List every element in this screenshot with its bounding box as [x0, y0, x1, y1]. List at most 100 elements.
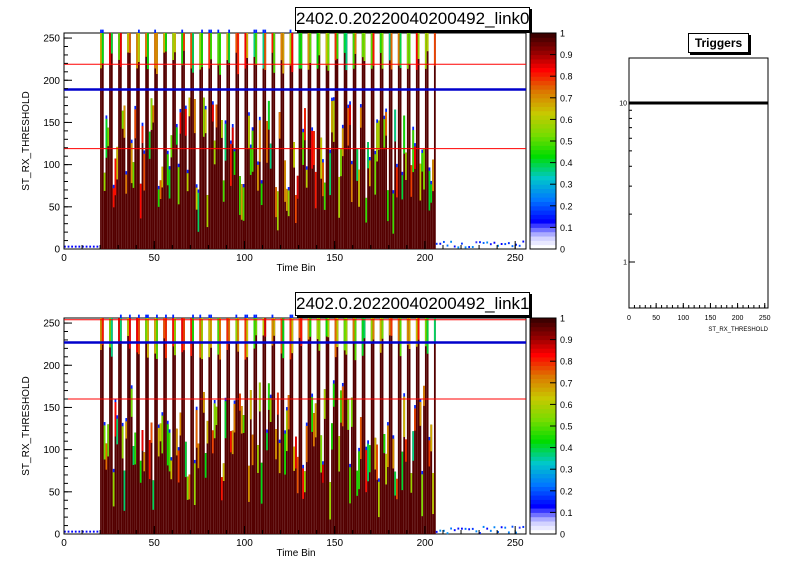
heatmap-cell — [287, 190, 290, 249]
heatmap-cell — [417, 33, 420, 59]
heatmap-cell — [347, 108, 350, 146]
heatmap-cell — [410, 165, 413, 197]
heatmap-cell — [334, 318, 337, 534]
heatmap-cell — [350, 164, 353, 203]
heatmap-cell — [408, 33, 411, 65]
heatmap-cell — [350, 397, 353, 427]
heatmap-cell — [251, 434, 254, 466]
heatmap-cell — [110, 318, 113, 534]
heatmap-cell — [414, 143, 416, 147]
heatmap-cell — [343, 318, 346, 534]
heatmap-cell — [390, 33, 393, 70]
heatmap-cell — [137, 33, 140, 63]
heatmap-cell — [139, 460, 142, 483]
colorbar-cell — [530, 158, 556, 164]
heatmap-cell — [392, 193, 395, 234]
heatmap-cell — [345, 318, 348, 534]
heatmap-cell — [311, 393, 314, 397]
heatmap-cell — [428, 167, 431, 171]
heatmap-cell — [340, 390, 342, 534]
heatmap-cell — [271, 318, 274, 346]
heatmap-cell — [349, 104, 351, 249]
heatmap-cell — [433, 318, 436, 344]
heatmap-cell — [363, 33, 366, 61]
heatmap-cell — [267, 100, 270, 130]
heatmap-cell — [358, 169, 360, 207]
heatmap-cell — [343, 33, 346, 53]
heatmap-cell — [300, 318, 303, 347]
colorbar-cell — [530, 136, 556, 142]
heatmap-cell — [249, 144, 252, 148]
heatmap-cell — [468, 246, 471, 249]
heatmap-cell — [193, 99, 196, 249]
heatmap-cell — [219, 318, 221, 534]
heatmap-cell — [325, 314, 328, 319]
heatmap-cell — [118, 318, 120, 534]
heatmap-cell — [163, 318, 166, 534]
heatmap-cell — [414, 146, 416, 169]
heatmap-cell — [264, 29, 267, 34]
heatmap-cell — [132, 446, 135, 465]
heatmap-cell — [266, 121, 268, 163]
heatmap-cell — [244, 33, 247, 249]
heatmap-cell — [332, 380, 335, 384]
heatmap-cell — [208, 33, 211, 249]
colorbar-cell — [530, 413, 556, 418]
colorbar-cell — [530, 348, 556, 354]
heatmap-cell — [136, 33, 138, 249]
colorbar-tick-label: 0.3 — [560, 465, 573, 475]
heatmap-cell — [257, 164, 259, 191]
heatmap-cell — [235, 318, 238, 344]
heatmap-link1-xlabel: Time Bin — [276, 548, 315, 559]
colorbar-cell — [530, 378, 556, 384]
heatmap-cell — [152, 105, 155, 123]
heatmap-cell — [125, 174, 128, 194]
heatmap-cell — [137, 29, 140, 34]
heatmap-cell — [211, 101, 214, 105]
colorbar-cell — [530, 326, 556, 332]
heatmap-cell — [181, 318, 184, 534]
heatmap-cell — [109, 33, 111, 66]
heatmap-cell — [329, 153, 332, 249]
heatmap-cell — [246, 314, 249, 319]
heatmap-cell — [278, 442, 281, 474]
heatmap-cell — [419, 401, 422, 426]
heatmap-cell — [347, 398, 350, 534]
heatmap-cell — [137, 33, 140, 249]
heatmap-cell — [213, 400, 216, 404]
heatmap-cell — [275, 429, 277, 460]
heatmap-cell — [199, 33, 202, 70]
heatmap-cell — [343, 318, 346, 351]
heatmap-cell — [423, 385, 425, 406]
heatmap-cell — [237, 318, 240, 352]
heatmap-cell — [367, 440, 369, 444]
heatmap-cell — [125, 418, 128, 422]
heatmap-cell — [210, 33, 212, 60]
heatmap-cell — [244, 318, 247, 534]
heatmap-cell — [186, 476, 189, 534]
colorbar-cell — [530, 335, 556, 341]
heatmap-cell — [221, 120, 223, 138]
heatmap-cell — [105, 443, 108, 470]
heatmap-cell — [397, 318, 400, 534]
heatmap-cell — [211, 430, 214, 454]
heatmap-cell — [394, 109, 397, 142]
heatmap-cell — [368, 160, 371, 187]
heatmap-cell — [267, 383, 270, 410]
heatmap-cell — [276, 191, 279, 231]
heatmap-cell — [368, 160, 371, 249]
heatmap-cell — [266, 121, 268, 249]
heatmap-cell — [244, 314, 247, 319]
heatmap-cell — [374, 437, 377, 534]
heatmap-cell — [367, 443, 369, 534]
heatmap-cell — [127, 33, 129, 249]
heatmap-cell — [464, 527, 467, 530]
y-tick-label: 50 — [49, 202, 61, 213]
heatmap-cell — [349, 463, 351, 468]
triggers-y-tick-label: 10 — [619, 101, 627, 108]
heatmap-cell — [163, 33, 166, 53]
triggers-y-tick-label: 1 — [623, 260, 627, 267]
heatmap-cell — [327, 314, 330, 319]
heatmap-cell — [137, 318, 140, 534]
heatmap-cell — [318, 318, 321, 534]
